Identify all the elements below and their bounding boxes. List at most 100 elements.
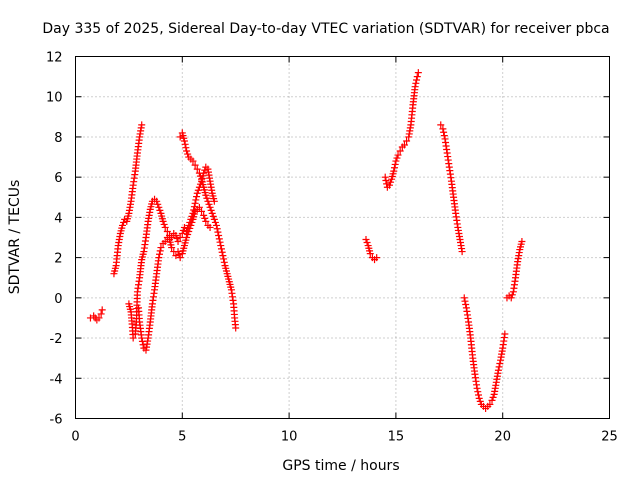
data-point — [185, 227, 193, 235]
data-point — [161, 223, 169, 231]
data-point — [411, 83, 419, 91]
x-tick-label: 10 — [281, 430, 298, 445]
data-point — [188, 218, 196, 226]
data-point — [214, 228, 222, 236]
data-point — [138, 334, 146, 342]
data-point — [211, 218, 219, 226]
data-point — [366, 250, 374, 258]
data-point — [232, 324, 240, 332]
data-point — [206, 223, 214, 231]
data-point — [461, 297, 469, 305]
data-point — [200, 211, 208, 219]
data-point — [180, 137, 188, 145]
data-point — [507, 294, 515, 302]
data-point — [501, 330, 509, 338]
data-point — [382, 177, 390, 185]
axis-ticks: 0 5 10 15 20 25 -6 -4 -2 0 2 4 6 8 10 12 — [46, 51, 618, 445]
data-point — [215, 231, 223, 239]
data-point — [488, 396, 496, 404]
data-point — [215, 235, 223, 243]
data-point — [394, 151, 402, 159]
data-point — [163, 227, 171, 235]
data-point — [172, 252, 180, 260]
data-point — [508, 291, 516, 299]
data-point — [202, 191, 210, 199]
data-point — [439, 125, 447, 133]
data-point — [462, 301, 470, 309]
data-point — [218, 248, 226, 256]
data-point — [204, 197, 212, 205]
data-point — [187, 221, 195, 229]
data-point — [181, 140, 189, 148]
series-arc-2 — [110, 121, 146, 278]
data-point — [174, 248, 182, 256]
data-point — [195, 169, 203, 177]
data-point — [157, 244, 165, 252]
data-point — [129, 334, 137, 342]
y-tick-label: 8 — [54, 131, 62, 146]
data-point — [178, 229, 186, 237]
data-point — [201, 166, 209, 174]
data-point — [182, 144, 190, 152]
data-point — [95, 314, 103, 322]
data-point — [217, 242, 225, 250]
x-tick-label: 0 — [71, 430, 79, 445]
data-point — [363, 239, 371, 247]
data-point — [138, 121, 146, 129]
data-point — [180, 223, 188, 231]
data-point — [184, 230, 192, 238]
data-point — [486, 400, 494, 408]
data-point — [396, 147, 404, 155]
y-tick-label: 0 — [54, 292, 62, 307]
data-point — [213, 225, 221, 233]
data-point — [192, 196, 200, 204]
data-point — [193, 189, 201, 197]
y-tick-label: 4 — [54, 211, 62, 226]
data-point — [159, 217, 167, 225]
series-arc-7 — [381, 69, 422, 191]
data-point — [190, 206, 198, 214]
data-point — [156, 206, 164, 214]
data-point — [155, 254, 163, 262]
data-point — [437, 121, 445, 129]
data-points — [86, 69, 526, 412]
data-point — [362, 236, 370, 244]
data-point — [209, 212, 217, 220]
series-arc-5 — [176, 129, 240, 332]
data-point — [175, 251, 183, 259]
data-point — [474, 388, 482, 396]
data-point — [412, 79, 420, 87]
data-point — [494, 366, 502, 374]
data-point — [176, 234, 184, 241]
data-point — [391, 160, 399, 168]
data-point — [176, 254, 184, 262]
data-point — [496, 360, 504, 368]
data-point — [476, 397, 484, 405]
data-point — [193, 165, 201, 173]
data-point — [172, 231, 180, 239]
data-point — [414, 69, 422, 77]
data-point — [194, 186, 202, 194]
data-point — [392, 157, 400, 165]
data-point — [373, 254, 381, 262]
data-point — [393, 154, 401, 162]
data-point — [440, 128, 448, 136]
data-point — [216, 238, 224, 246]
series-arc-9 — [460, 294, 509, 412]
data-point — [413, 73, 421, 81]
y-tick-label: 2 — [54, 252, 62, 267]
data-point — [168, 244, 176, 252]
data-point — [518, 238, 526, 246]
data-point — [473, 384, 481, 392]
data-point — [205, 200, 213, 208]
data-point — [474, 391, 482, 399]
y-tick-label: 12 — [46, 51, 63, 66]
x-tick-label: 25 — [601, 430, 618, 445]
series-arc-4 — [135, 203, 214, 354]
data-point — [495, 363, 503, 371]
data-point — [210, 197, 218, 205]
x-axis-label: GPS time / hours — [282, 458, 399, 474]
data-point — [198, 207, 206, 215]
data-point — [413, 76, 421, 84]
